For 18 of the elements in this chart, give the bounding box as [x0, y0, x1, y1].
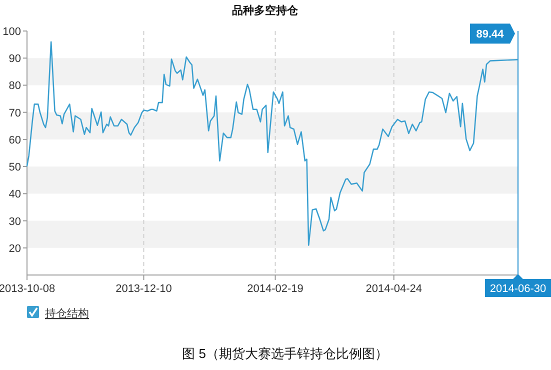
x-tick-label: 2014-02-19	[247, 283, 304, 295]
y-tick-label: 80	[8, 80, 21, 92]
y-tick-label: 90	[8, 53, 21, 66]
y-tick-label: 70	[8, 107, 21, 120]
x-tick-label: 2013-12-10	[116, 283, 172, 295]
annotation: 89.44	[476, 28, 505, 41]
caption: 图 5（期货大赛选手锌持仓比例图）	[182, 346, 388, 361]
chart-title: 品种多空持仓	[232, 4, 299, 17]
y-tick-label: 20	[8, 242, 21, 255]
y-tick-label: 50	[8, 162, 21, 174]
line-series	[26, 41, 519, 246]
y-tick-label: 40	[8, 188, 21, 201]
y-tick-label: 60	[8, 134, 21, 146]
legend-label: 持仓结构	[45, 307, 89, 320]
y-tick-label: 30	[8, 216, 21, 228]
x-tick-label: 2014-04-24	[366, 283, 422, 295]
y-tick-label: 100	[2, 26, 21, 38]
x-tick-label: 2014-06-30	[490, 283, 546, 295]
